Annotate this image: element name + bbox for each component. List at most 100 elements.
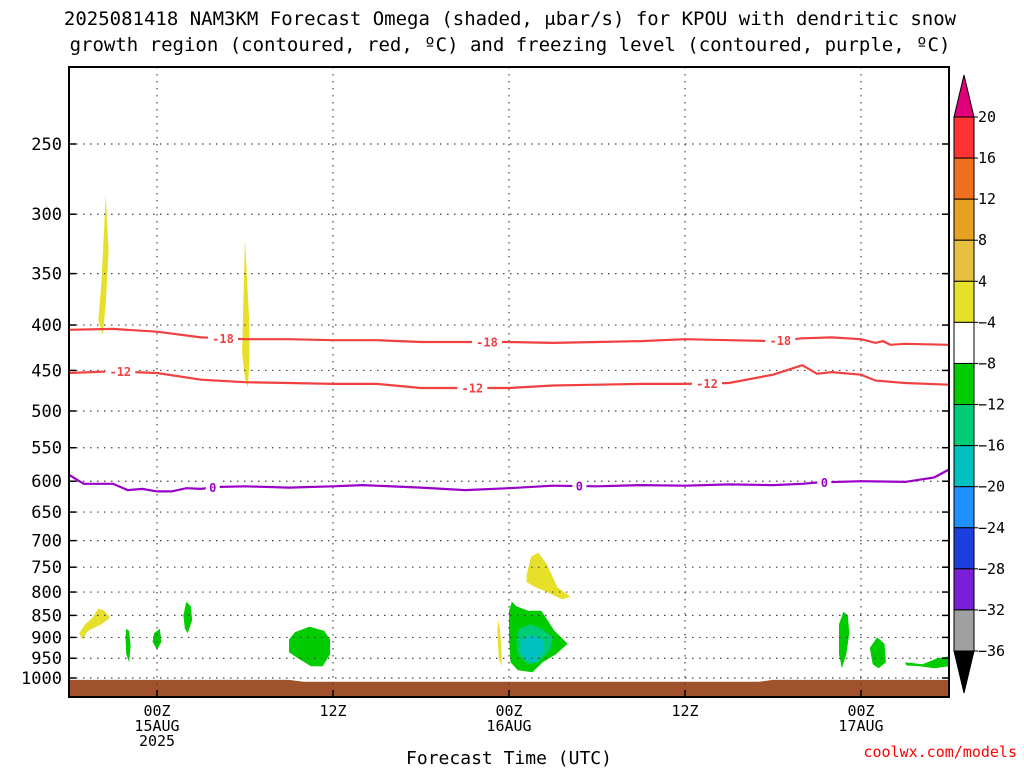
grid-layer	[69, 67, 949, 697]
omega-region-13	[869, 637, 886, 669]
x-tick-label-2-1: 16AUG	[486, 717, 531, 735]
colorbar-label-5: −4	[978, 313, 996, 331]
omega-region-12	[839, 611, 850, 669]
x-tick-label-4-0: 00Z	[847, 702, 874, 720]
contour-label-bg-2-0	[205, 480, 220, 495]
surface-terrain-layer	[69, 679, 949, 697]
contour-0	[68, 327, 950, 346]
chart-title: 2025081418 NAM3KM Forecast Omega (shaded…	[64, 8, 957, 56]
surface-terrain	[69, 679, 949, 697]
y-tick-label-800: 800	[31, 583, 62, 603]
contour-label-bg-2-1	[572, 479, 587, 494]
colorbar-swatch-4	[953, 280, 975, 323]
colorbar-swatch-9	[953, 486, 975, 529]
contour-label-bg-0-2	[765, 333, 796, 348]
colorbar-label-2: 12	[978, 190, 996, 208]
contour-label-1-2: -12	[696, 377, 718, 391]
colorbar-swatch-7	[953, 404, 975, 447]
colorbar-label-3: 8	[978, 231, 987, 249]
contour-label-bg-1-0	[105, 364, 136, 379]
omega-region-0	[98, 194, 109, 335]
title-line-1: 2025081418 NAM3KM Forecast Omega (shaded…	[64, 8, 957, 30]
omega-region-5	[125, 628, 131, 663]
colorbar-label-13: −36	[978, 642, 1005, 660]
contour-label-bg-1-2	[692, 376, 722, 391]
omega-region-4	[497, 619, 502, 667]
colorbar-bottom-arrow	[953, 650, 975, 694]
omega-region-6	[152, 628, 162, 650]
colorbar-label-12: −32	[978, 601, 1005, 619]
y-tick-label-750: 750	[31, 558, 62, 578]
colorbar-label-0: 20	[978, 108, 996, 126]
x-tick-label-1-0: 12Z	[319, 702, 346, 720]
omega-region-11	[520, 635, 545, 663]
y-tick-label-650: 650	[31, 503, 62, 523]
contour-label-2-0: 0	[209, 481, 216, 495]
contour-label-2-1: 0	[576, 480, 583, 494]
contour-label-1-1: -12	[461, 381, 483, 395]
contour-label-2-2: 0	[821, 476, 828, 490]
colorbar-swatch-10	[953, 527, 975, 570]
y-tick-label-400: 400	[31, 316, 62, 336]
colorbar-label-10: −24	[978, 519, 1005, 537]
colorbar-swatch-13	[953, 609, 975, 652]
colorbar-label-9: −20	[978, 478, 1005, 496]
x-tick-label-2-0: 00Z	[495, 702, 522, 720]
y-tick-label-300: 300	[31, 205, 62, 225]
y-tick-label-950: 950	[31, 649, 62, 669]
contour-label-1-0: -12	[109, 365, 131, 379]
credit-link[interactable]: coolwx.com/models	[863, 743, 1017, 761]
colorbar-swatch-2	[953, 198, 975, 241]
colorbar-label-4: 4	[978, 272, 987, 290]
colorbar-swatch-6	[953, 362, 975, 406]
colorbar-swatch-3	[953, 239, 975, 282]
y-tick-label-850: 850	[31, 606, 62, 626]
colorbar-swatch-11	[953, 568, 975, 611]
contour-2	[68, 468, 950, 493]
colorbar-label-7: −12	[978, 396, 1005, 414]
y-tick-label-600: 600	[31, 472, 62, 492]
omega-region-8	[289, 626, 331, 667]
colorbar-label-8: −16	[978, 437, 1005, 455]
contour-label-0-2: -18	[769, 334, 791, 348]
omega-region-3	[526, 552, 571, 600]
y-tick-label-450: 450	[31, 361, 62, 381]
x-tick-label-0-2: 2025	[139, 732, 175, 750]
contour-label-bg-0-1	[472, 335, 502, 350]
colorbar-label-6: −8	[978, 354, 996, 372]
omega-region-7	[183, 601, 193, 634]
temperature-contour-layer: -18 -18 -18 -12 -12 -12 0 0 0	[68, 327, 950, 495]
colorbar-swatch-1	[953, 157, 975, 200]
contour-label-bg-0-0	[208, 331, 238, 346]
omega-region-1	[242, 239, 250, 388]
omega-region-2	[79, 608, 111, 640]
omega-region-14	[905, 656, 949, 669]
x-tick-label-3-0: 12Z	[671, 702, 698, 720]
title-line-2: growth region (contoured, red, ºC) and f…	[70, 34, 951, 56]
y-tick-label-550: 550	[31, 439, 62, 459]
colorbar-label-11: −28	[978, 560, 1005, 578]
y-tick-label-700: 700	[31, 532, 62, 552]
contour-label-bg-1-1	[457, 380, 488, 395]
x-tick-label-0-1: 15AUG	[134, 717, 179, 735]
colorbar-swatch-5	[953, 321, 975, 364]
colorbar-top-arrow	[953, 74, 975, 118]
contour-label-bg-2-2	[817, 475, 832, 490]
y-tick-label-900: 900	[31, 628, 62, 648]
colorbar: 20 16 12 8 4 −4 −8 −12 −16 −20 −24 −28 −32 −36	[953, 74, 1005, 694]
x-tick-label-0-0: 00Z	[143, 702, 170, 720]
x-axis-label: Forecast Time (UTC)	[406, 748, 612, 768]
colorbar-swatch-8	[953, 445, 975, 488]
y-tick-label-350: 350	[31, 265, 62, 285]
contour-label-0-0: -18	[212, 332, 234, 346]
y-tick-label-500: 500	[31, 402, 62, 422]
y-tick-label-250: 250	[31, 135, 62, 155]
contour-1	[68, 364, 950, 390]
contour-label-0-1: -18	[476, 336, 498, 350]
colorbar-swatch-0	[953, 116, 975, 159]
colorbar-label-1: 16	[978, 149, 996, 167]
y-tick-label-1000: 1000	[21, 669, 62, 689]
